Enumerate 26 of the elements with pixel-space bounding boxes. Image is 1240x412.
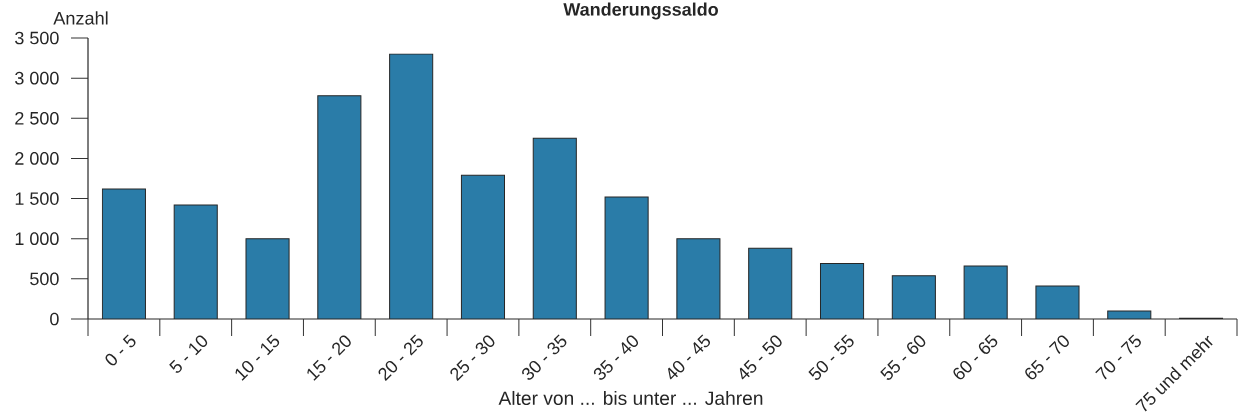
x-tick-label: 65 - 70	[1025, 335, 1069, 380]
x-tick-label: 15 - 20	[307, 335, 351, 381]
y-tick-label: 500	[30, 272, 59, 286]
x-tick-label: 35 - 40	[593, 335, 639, 380]
y-tick-label: 2 000	[15, 152, 59, 165]
y-tick-label: 0	[50, 312, 59, 326]
x-tick-label: 60 - 65	[953, 334, 998, 380]
x-tick-label: 5 - 10	[169, 335, 208, 373]
y-tick-label: 3 000	[15, 71, 59, 85]
x-tick-label: 50 - 55	[808, 334, 854, 380]
x-tick-label: 20 - 25	[378, 334, 423, 382]
x-tick-label: 25 - 30	[450, 335, 495, 382]
chart-title: Wanderungssaldo	[563, 2, 718, 20]
y-tick-label: 2 500	[15, 111, 59, 125]
x-tick-label: 55 - 60	[880, 335, 926, 380]
y-axis-title: Anzahl	[53, 11, 108, 25]
y-tick-label: 3 500	[15, 31, 59, 45]
x-tick-label: 45 - 50	[739, 335, 782, 380]
y-tick-label: 1 500	[15, 192, 59, 205]
x-tick-label: 70 - 75	[1095, 334, 1141, 380]
x-tick-label: 40 - 45	[668, 334, 711, 380]
y-tick-label: 1 000	[15, 232, 59, 246]
x-tick-label: 10 - 15	[235, 334, 280, 381]
x-tick-label: 0 - 5	[105, 334, 136, 366]
x-tick-label: 30 - 35	[522, 334, 567, 380]
x-axis-title: Alter von ... bis unter ... Jahren	[498, 390, 763, 406]
